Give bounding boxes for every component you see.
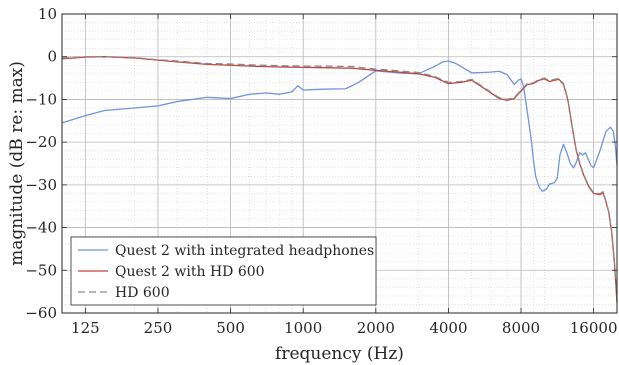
y-tick-label: −50	[25, 261, 57, 279]
legend: Quest 2 with integrated headphones Quest …	[70, 236, 377, 306]
y-tick-label: −30	[25, 176, 57, 194]
x-axis-label: frequency (Hz)	[275, 344, 404, 364]
x-tick-label: 250	[144, 319, 173, 337]
y-tick-labels: 10 0 −10 −20 −30 −40 −50 −60	[25, 5, 57, 322]
series-lines	[61, 56, 618, 303]
plot-frame	[61, 13, 618, 314]
y-tick-label: 0	[47, 48, 57, 66]
x-tick-label: 2000	[357, 319, 395, 337]
y-axis-label: magnitude (dB re: max)	[7, 61, 27, 266]
x-tick-label: 1000	[284, 319, 322, 337]
x-tick-label: 4000	[429, 319, 467, 337]
x-tick-label: 16000	[570, 319, 618, 337]
y-tick-label: 10	[38, 5, 57, 23]
series-line-3	[61, 56, 618, 302]
legend-label-3: HD 600	[115, 285, 170, 301]
legend-box	[70, 236, 377, 306]
x-tick-label: 125	[71, 319, 100, 337]
y-tick-label: −10	[25, 90, 57, 108]
x-tick-label: 8000	[502, 319, 540, 337]
legend-label-2: Quest 2 with HD 600	[115, 264, 265, 280]
x-tick-labels: 125 250 500 1000 2000 4000 8000 16000	[71, 319, 617, 337]
y-tick-label: −60	[25, 304, 57, 322]
legend-label-1: Quest 2 with integrated headphones	[115, 243, 374, 259]
series-line-1	[61, 60, 618, 192]
y-tick-label: −40	[25, 219, 57, 237]
y-tick-label: −20	[25, 133, 57, 151]
tick-marks	[62, 13, 617, 314]
x-tick-label: 500	[216, 319, 245, 337]
